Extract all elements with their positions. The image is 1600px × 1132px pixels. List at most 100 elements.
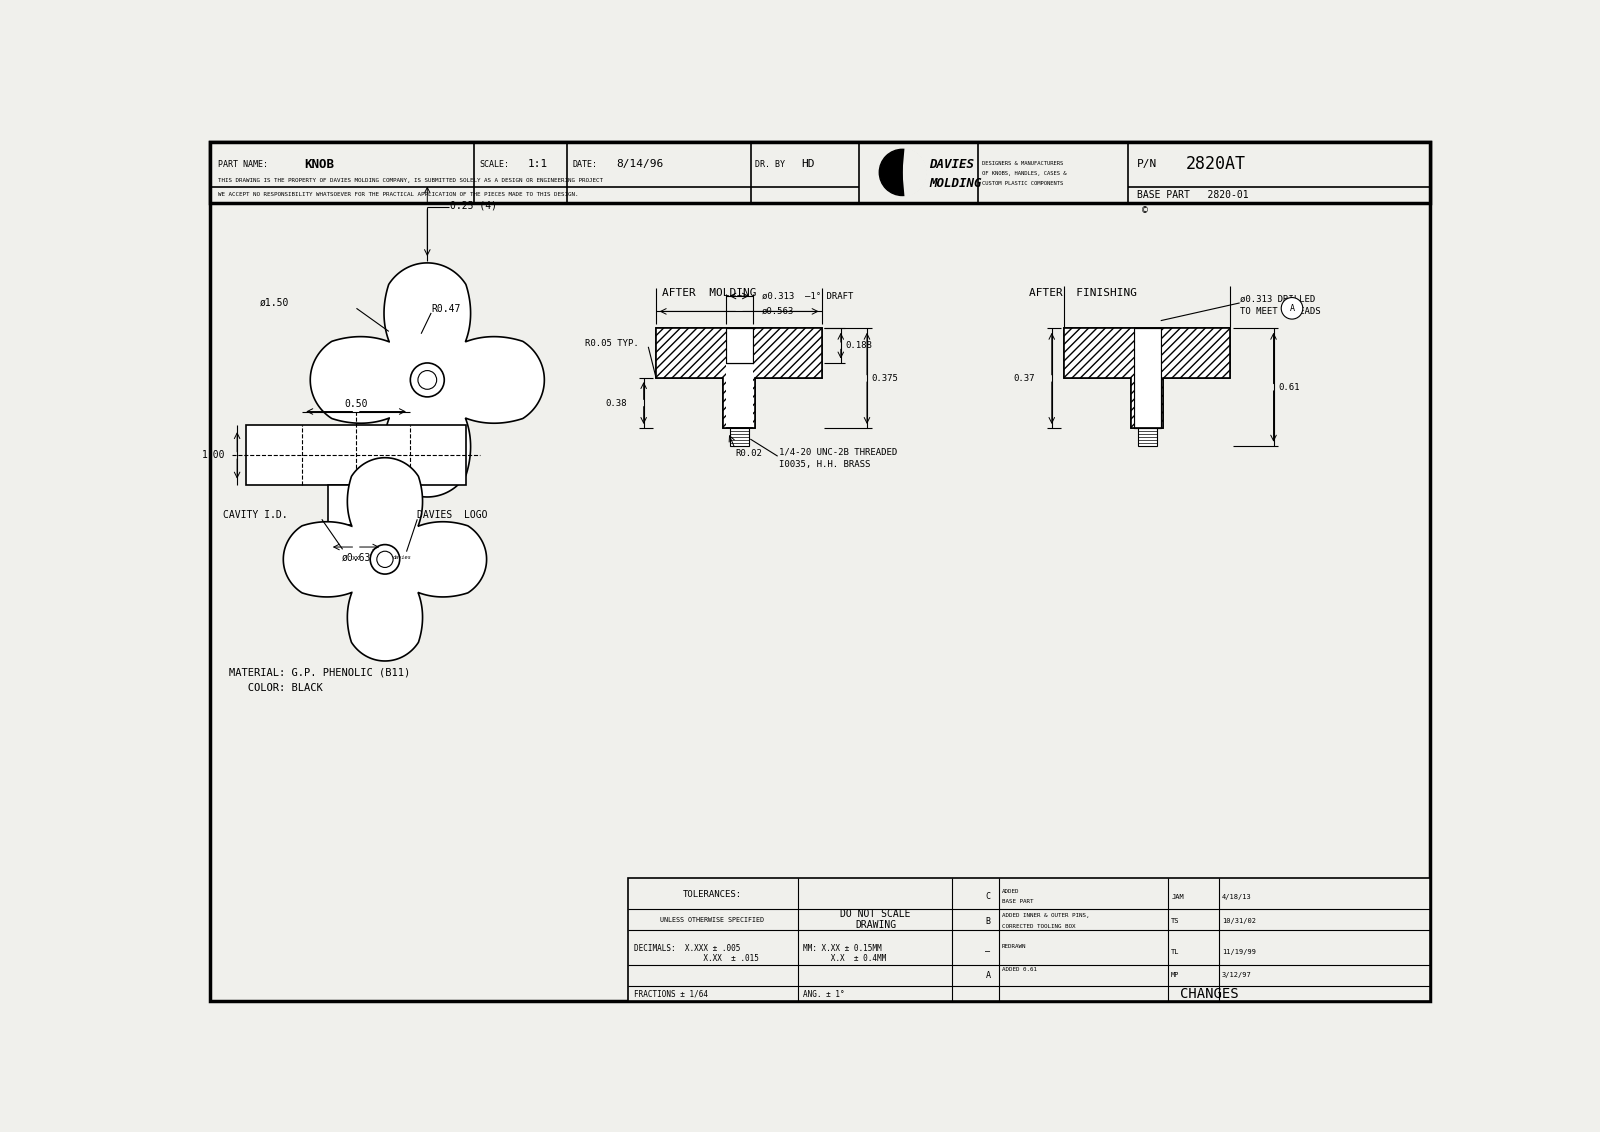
Text: B: B xyxy=(986,917,990,926)
Text: BASE PART   2820-01: BASE PART 2820-01 xyxy=(1138,190,1250,200)
Circle shape xyxy=(418,370,437,389)
Text: ANG. ± 1°: ANG. ± 1° xyxy=(803,989,845,998)
Text: DECIMALS:  X.XXX ± .005: DECIMALS: X.XXX ± .005 xyxy=(634,944,741,953)
Text: 3/12/97: 3/12/97 xyxy=(1222,972,1251,978)
Text: DR. BY: DR. BY xyxy=(755,160,784,169)
Bar xyxy=(1134,328,1160,428)
Text: KNOB: KNOB xyxy=(304,157,334,171)
Polygon shape xyxy=(1064,328,1230,428)
Text: 8/14/96: 8/14/96 xyxy=(616,160,664,170)
Text: UNLESS OTHERWISE SPECIFIED: UNLESS OTHERWISE SPECIFIED xyxy=(661,917,765,924)
Bar xyxy=(1131,378,1134,428)
Text: 1/4-20 UNC-2B THREADED: 1/4-20 UNC-2B THREADED xyxy=(779,448,898,457)
Text: davies: davies xyxy=(392,556,411,560)
Bar xyxy=(246,426,466,486)
Text: 0.188: 0.188 xyxy=(845,341,872,350)
Text: MP: MP xyxy=(1171,972,1179,978)
Text: AFTER  MOLDING: AFTER MOLDING xyxy=(662,288,757,298)
Polygon shape xyxy=(310,263,544,497)
Circle shape xyxy=(370,544,400,574)
Text: DAVIES  LOGO: DAVIES LOGO xyxy=(418,509,488,520)
Text: ADDED: ADDED xyxy=(1002,889,1019,893)
Bar xyxy=(627,878,1430,1002)
Text: SCALE:: SCALE: xyxy=(478,160,509,169)
Bar xyxy=(328,486,384,525)
Text: BASE PART: BASE PART xyxy=(1002,900,1034,904)
Text: X.XX  ± .015: X.XX ± .015 xyxy=(634,954,758,963)
Text: –: – xyxy=(986,947,990,957)
Text: 2820AT: 2820AT xyxy=(1186,155,1246,173)
Text: ©: © xyxy=(1142,205,1147,215)
Bar xyxy=(1064,328,1134,378)
Circle shape xyxy=(880,149,925,196)
Bar xyxy=(726,328,752,363)
Text: DAVIES: DAVIES xyxy=(930,157,974,171)
Text: CAVITY I.D.: CAVITY I.D. xyxy=(224,509,288,520)
Circle shape xyxy=(378,551,394,567)
Text: ø0.563: ø0.563 xyxy=(762,307,794,316)
Text: xx: xx xyxy=(352,555,360,560)
Text: ø0.313  –1° DRAFT: ø0.313 –1° DRAFT xyxy=(762,292,853,300)
Bar xyxy=(726,328,752,363)
Text: R0.02: R0.02 xyxy=(736,448,762,457)
Text: 0.37: 0.37 xyxy=(1013,374,1035,383)
Text: 10/31/02: 10/31/02 xyxy=(1222,918,1256,924)
Text: CUSTOM PLASTIC COMPONENTS: CUSTOM PLASTIC COMPONENTS xyxy=(982,181,1062,186)
Bar xyxy=(1160,328,1230,378)
Text: I0035, H.H. BRASS: I0035, H.H. BRASS xyxy=(779,460,870,469)
Text: MOLDING: MOLDING xyxy=(930,177,982,190)
Text: DATE:: DATE: xyxy=(573,160,597,169)
Bar xyxy=(1138,428,1157,446)
Text: 0.61: 0.61 xyxy=(1278,383,1299,392)
Text: X.X  ± 0.4MM: X.X ± 0.4MM xyxy=(803,954,886,963)
Text: 1.00: 1.00 xyxy=(202,451,226,461)
Text: 0.38: 0.38 xyxy=(605,398,627,408)
Circle shape xyxy=(1282,298,1302,319)
Text: 1:1: 1:1 xyxy=(528,160,547,170)
Text: ø1.50: ø1.50 xyxy=(259,298,290,308)
Polygon shape xyxy=(656,328,822,428)
Text: ø0.313 DRILLED: ø0.313 DRILLED xyxy=(1240,294,1315,303)
Text: R0.47: R0.47 xyxy=(430,305,461,314)
Text: DO NOT SCALE: DO NOT SCALE xyxy=(840,909,910,918)
Circle shape xyxy=(410,363,445,397)
Text: 11/19/99: 11/19/99 xyxy=(1222,949,1256,955)
Text: CHANGES: CHANGES xyxy=(1179,987,1238,1002)
Text: PART NAME:: PART NAME: xyxy=(218,160,267,169)
Bar xyxy=(656,328,726,378)
Text: MATERIAL: G.P. PHENOLIC (B11): MATERIAL: G.P. PHENOLIC (B11) xyxy=(229,668,410,678)
Bar xyxy=(723,378,726,428)
Text: A: A xyxy=(1290,303,1294,312)
Bar xyxy=(726,328,752,363)
Text: TOLERANCES:: TOLERANCES: xyxy=(683,890,742,899)
Wedge shape xyxy=(902,148,926,197)
Text: C: C xyxy=(986,892,990,901)
Text: A: A xyxy=(986,970,990,979)
Text: TO MEET THREADS: TO MEET THREADS xyxy=(1240,307,1320,316)
Text: WE ACCEPT NO RESPONSIBILITY WHATSOEVER FOR THE PRACTICAL APPLICATION OF THE PIEC: WE ACCEPT NO RESPONSIBILITY WHATSOEVER F… xyxy=(218,191,578,197)
Bar xyxy=(752,328,822,378)
Text: REDRAWN: REDRAWN xyxy=(1002,944,1026,949)
Text: COLOR: BLACK: COLOR: BLACK xyxy=(229,683,322,693)
Text: HD: HD xyxy=(800,160,814,170)
Text: OF KNOBS, HANDLES, CASES &: OF KNOBS, HANDLES, CASES & xyxy=(982,171,1066,177)
Text: 0.25 (4): 0.25 (4) xyxy=(451,200,498,211)
Text: P/N: P/N xyxy=(1138,160,1157,170)
Bar xyxy=(1134,328,1160,428)
Text: DESIGNERS & MANUFACTURERS: DESIGNERS & MANUFACTURERS xyxy=(982,161,1062,166)
Text: R0.05 TYP.: R0.05 TYP. xyxy=(586,340,638,349)
Text: FRACTIONS ± 1/64: FRACTIONS ± 1/64 xyxy=(634,989,707,998)
Bar xyxy=(730,428,749,446)
Text: TL: TL xyxy=(1171,949,1179,955)
Bar xyxy=(210,142,1430,203)
Text: ADDED 0.61: ADDED 0.61 xyxy=(1002,967,1037,972)
Bar xyxy=(752,378,755,428)
Text: CORRECTED TOOLING BOX: CORRECTED TOOLING BOX xyxy=(1002,924,1075,929)
Text: ø0.63: ø0.63 xyxy=(341,552,371,563)
Text: TS: TS xyxy=(1171,918,1179,924)
Text: 4/18/13: 4/18/13 xyxy=(1222,893,1251,900)
Text: ADDED INNER & OUTER PINS,: ADDED INNER & OUTER PINS, xyxy=(1002,914,1090,918)
Polygon shape xyxy=(283,457,486,661)
Text: 0.50: 0.50 xyxy=(344,398,368,409)
Text: 0.375: 0.375 xyxy=(872,374,899,383)
